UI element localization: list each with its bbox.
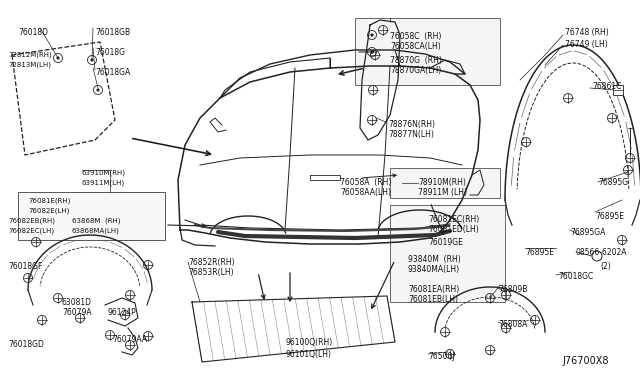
Text: 63911M(LH): 63911M(LH) xyxy=(82,180,125,186)
Text: 76748 (RH): 76748 (RH) xyxy=(565,28,609,37)
Text: 76018GD: 76018GD xyxy=(8,340,44,349)
Text: 76082EB(RH): 76082EB(RH) xyxy=(8,218,55,224)
Text: 76058AA(LH): 76058AA(LH) xyxy=(340,188,391,197)
Bar xyxy=(18,192,165,240)
Text: 93840M  (RH): 93840M (RH) xyxy=(408,255,461,264)
Bar xyxy=(613,85,623,95)
Text: 76895E: 76895E xyxy=(525,248,554,257)
Text: 76018GA: 76018GA xyxy=(95,68,131,77)
Text: 78911M (LH): 78911M (LH) xyxy=(418,188,467,197)
Text: 76018G: 76018G xyxy=(95,48,125,57)
Text: 76058C  (RH): 76058C (RH) xyxy=(390,32,442,41)
Text: 76081EB(LH): 76081EB(LH) xyxy=(408,295,458,304)
Text: 76081E(RH): 76081E(RH) xyxy=(28,198,70,205)
Text: 76018D: 76018D xyxy=(18,28,48,37)
Text: 76081EA(RH): 76081EA(RH) xyxy=(408,285,460,294)
Text: 78877N(LH): 78877N(LH) xyxy=(388,130,434,139)
Text: 76058CA(LH): 76058CA(LH) xyxy=(390,42,441,51)
Text: 76058A  (RH): 76058A (RH) xyxy=(340,178,392,187)
Circle shape xyxy=(371,33,374,36)
Text: 76079A: 76079A xyxy=(62,308,92,317)
Text: 76500J: 76500J xyxy=(428,352,454,361)
Text: 76018GF: 76018GF xyxy=(8,262,42,271)
Text: 78870GA(LH): 78870GA(LH) xyxy=(390,66,441,75)
Text: 76895GA: 76895GA xyxy=(570,228,605,237)
Text: 63868M  (RH): 63868M (RH) xyxy=(72,218,120,224)
Text: 72813M(LH): 72813M(LH) xyxy=(8,62,51,68)
Text: 96101Q(LH): 96101Q(LH) xyxy=(285,350,331,359)
Text: 76809B: 76809B xyxy=(498,285,527,294)
Text: 72812M(RH): 72812M(RH) xyxy=(8,52,52,58)
Bar xyxy=(355,18,500,85)
Text: 78876N(RH): 78876N(RH) xyxy=(388,120,435,129)
Text: 63910M(RH): 63910M(RH) xyxy=(82,170,126,176)
Text: 93840MA(LH): 93840MA(LH) xyxy=(408,265,460,274)
Text: 76081ED(LH): 76081ED(LH) xyxy=(428,225,479,234)
Circle shape xyxy=(371,51,374,54)
Text: 76081EC(RH): 76081EC(RH) xyxy=(428,215,479,224)
Text: 63868MA(LH): 63868MA(LH) xyxy=(72,228,120,234)
Text: 76082EC(LH): 76082EC(LH) xyxy=(8,228,54,234)
Text: 76019GE: 76019GE xyxy=(428,238,463,247)
Text: 76853R(LH): 76853R(LH) xyxy=(188,268,234,277)
Text: 76749 (LH): 76749 (LH) xyxy=(565,40,608,49)
Text: 76082E(LH): 76082E(LH) xyxy=(28,208,69,215)
Text: 76895E: 76895E xyxy=(595,212,624,221)
Text: 63081D: 63081D xyxy=(62,298,92,307)
Text: (2): (2) xyxy=(600,262,611,271)
Circle shape xyxy=(90,58,93,62)
Circle shape xyxy=(56,57,60,60)
Bar xyxy=(390,205,505,302)
Text: 76861C: 76861C xyxy=(592,82,621,91)
Text: J76700X8: J76700X8 xyxy=(562,356,609,366)
Text: 96124P: 96124P xyxy=(108,308,137,317)
Text: 76018GB: 76018GB xyxy=(95,28,130,37)
Text: 76895G: 76895G xyxy=(598,178,628,187)
Text: 96100Q(RH): 96100Q(RH) xyxy=(285,338,332,347)
Text: 76808A: 76808A xyxy=(498,320,527,329)
Bar xyxy=(390,168,500,198)
Text: 78870G  (RH): 78870G (RH) xyxy=(390,56,442,65)
Text: 76852R(RH): 76852R(RH) xyxy=(188,258,235,267)
Text: 08566-6202A: 08566-6202A xyxy=(576,248,627,257)
Text: 76079AA: 76079AA xyxy=(112,335,147,344)
Text: 76018GC: 76018GC xyxy=(558,272,593,281)
Text: 78910M(RH): 78910M(RH) xyxy=(418,178,466,187)
Circle shape xyxy=(97,89,100,92)
